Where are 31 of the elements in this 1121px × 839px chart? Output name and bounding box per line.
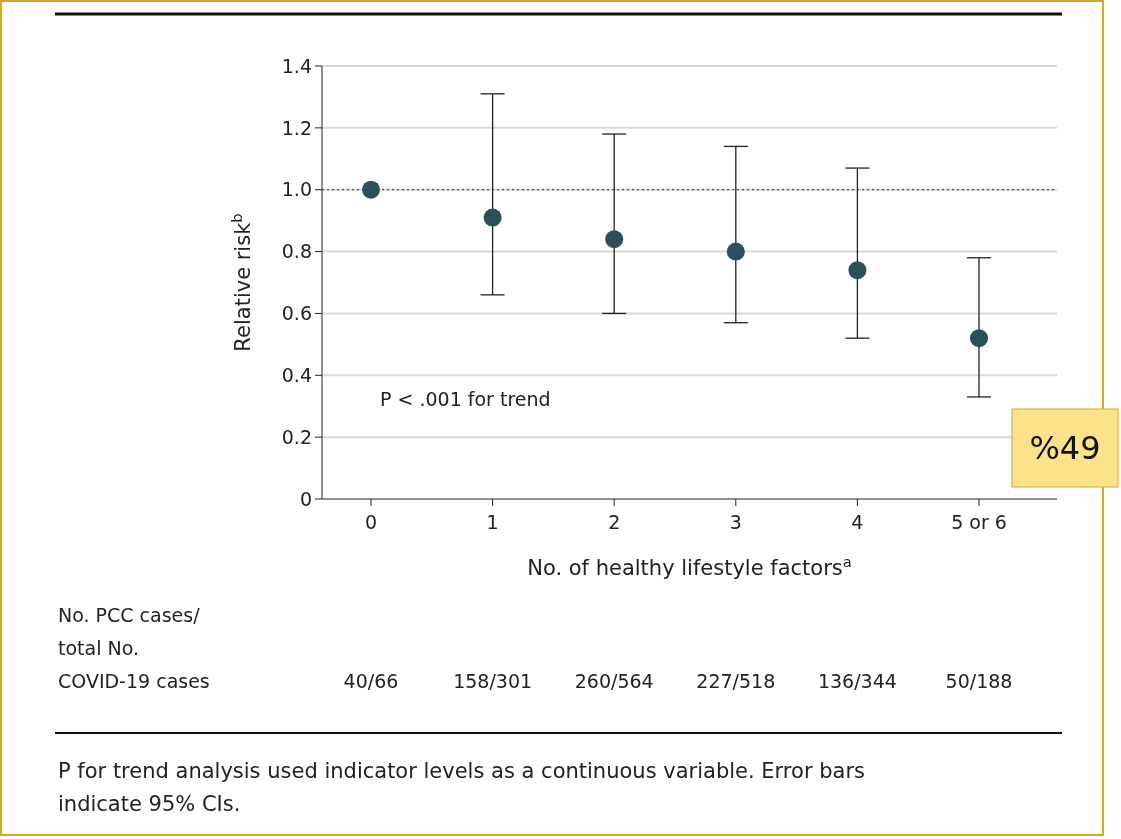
y-tick-label: 1.0 bbox=[281, 178, 312, 201]
y-tick-label: 1.4 bbox=[281, 54, 312, 77]
text: P for trend analysis used indicator levels as a continuous variable. Error bars indicate 95% CIs. bbox=[58, 759, 865, 816]
y-tick-label: 0.4 bbox=[281, 363, 312, 386]
point bbox=[605, 230, 624, 249]
point bbox=[848, 261, 867, 280]
text: 158/301 bbox=[453, 670, 533, 692]
text: 40/66 bbox=[343, 670, 399, 692]
text: 50/188 bbox=[945, 670, 1013, 692]
x-tick-label: 5 or 6 bbox=[951, 511, 1007, 533]
x-tick-label: 1 bbox=[486, 511, 499, 533]
x-tick-label: 2 bbox=[608, 511, 621, 533]
x-tick-label: 0 bbox=[364, 511, 378, 533]
annotation: P < .001 for trend bbox=[380, 388, 551, 411]
x-tick-label: 4 bbox=[851, 511, 864, 533]
y-tick-label: 0.6 bbox=[281, 302, 312, 325]
x-axis-title: No. of healthy lifestyle factors$^{a}$ bbox=[527, 552, 852, 580]
annotation: %49 bbox=[1029, 429, 1101, 468]
y-tick-label: 0.8 bbox=[281, 240, 312, 263]
text: 260/564 bbox=[574, 670, 654, 692]
x-tick-label: 3 bbox=[729, 511, 742, 533]
y-tick-label: 1.2 bbox=[281, 116, 312, 139]
point bbox=[483, 208, 502, 227]
point bbox=[970, 329, 988, 348]
point bbox=[362, 180, 380, 199]
point bbox=[726, 242, 745, 261]
y-tick-label: 0.2 bbox=[281, 425, 312, 448]
y-tick-label: 0 bbox=[299, 487, 312, 510]
text: 227/518 bbox=[696, 670, 776, 692]
text: No. PCC cases/ total No. COVID-19 cases bbox=[58, 604, 210, 692]
text: 136/344 bbox=[817, 670, 897, 692]
